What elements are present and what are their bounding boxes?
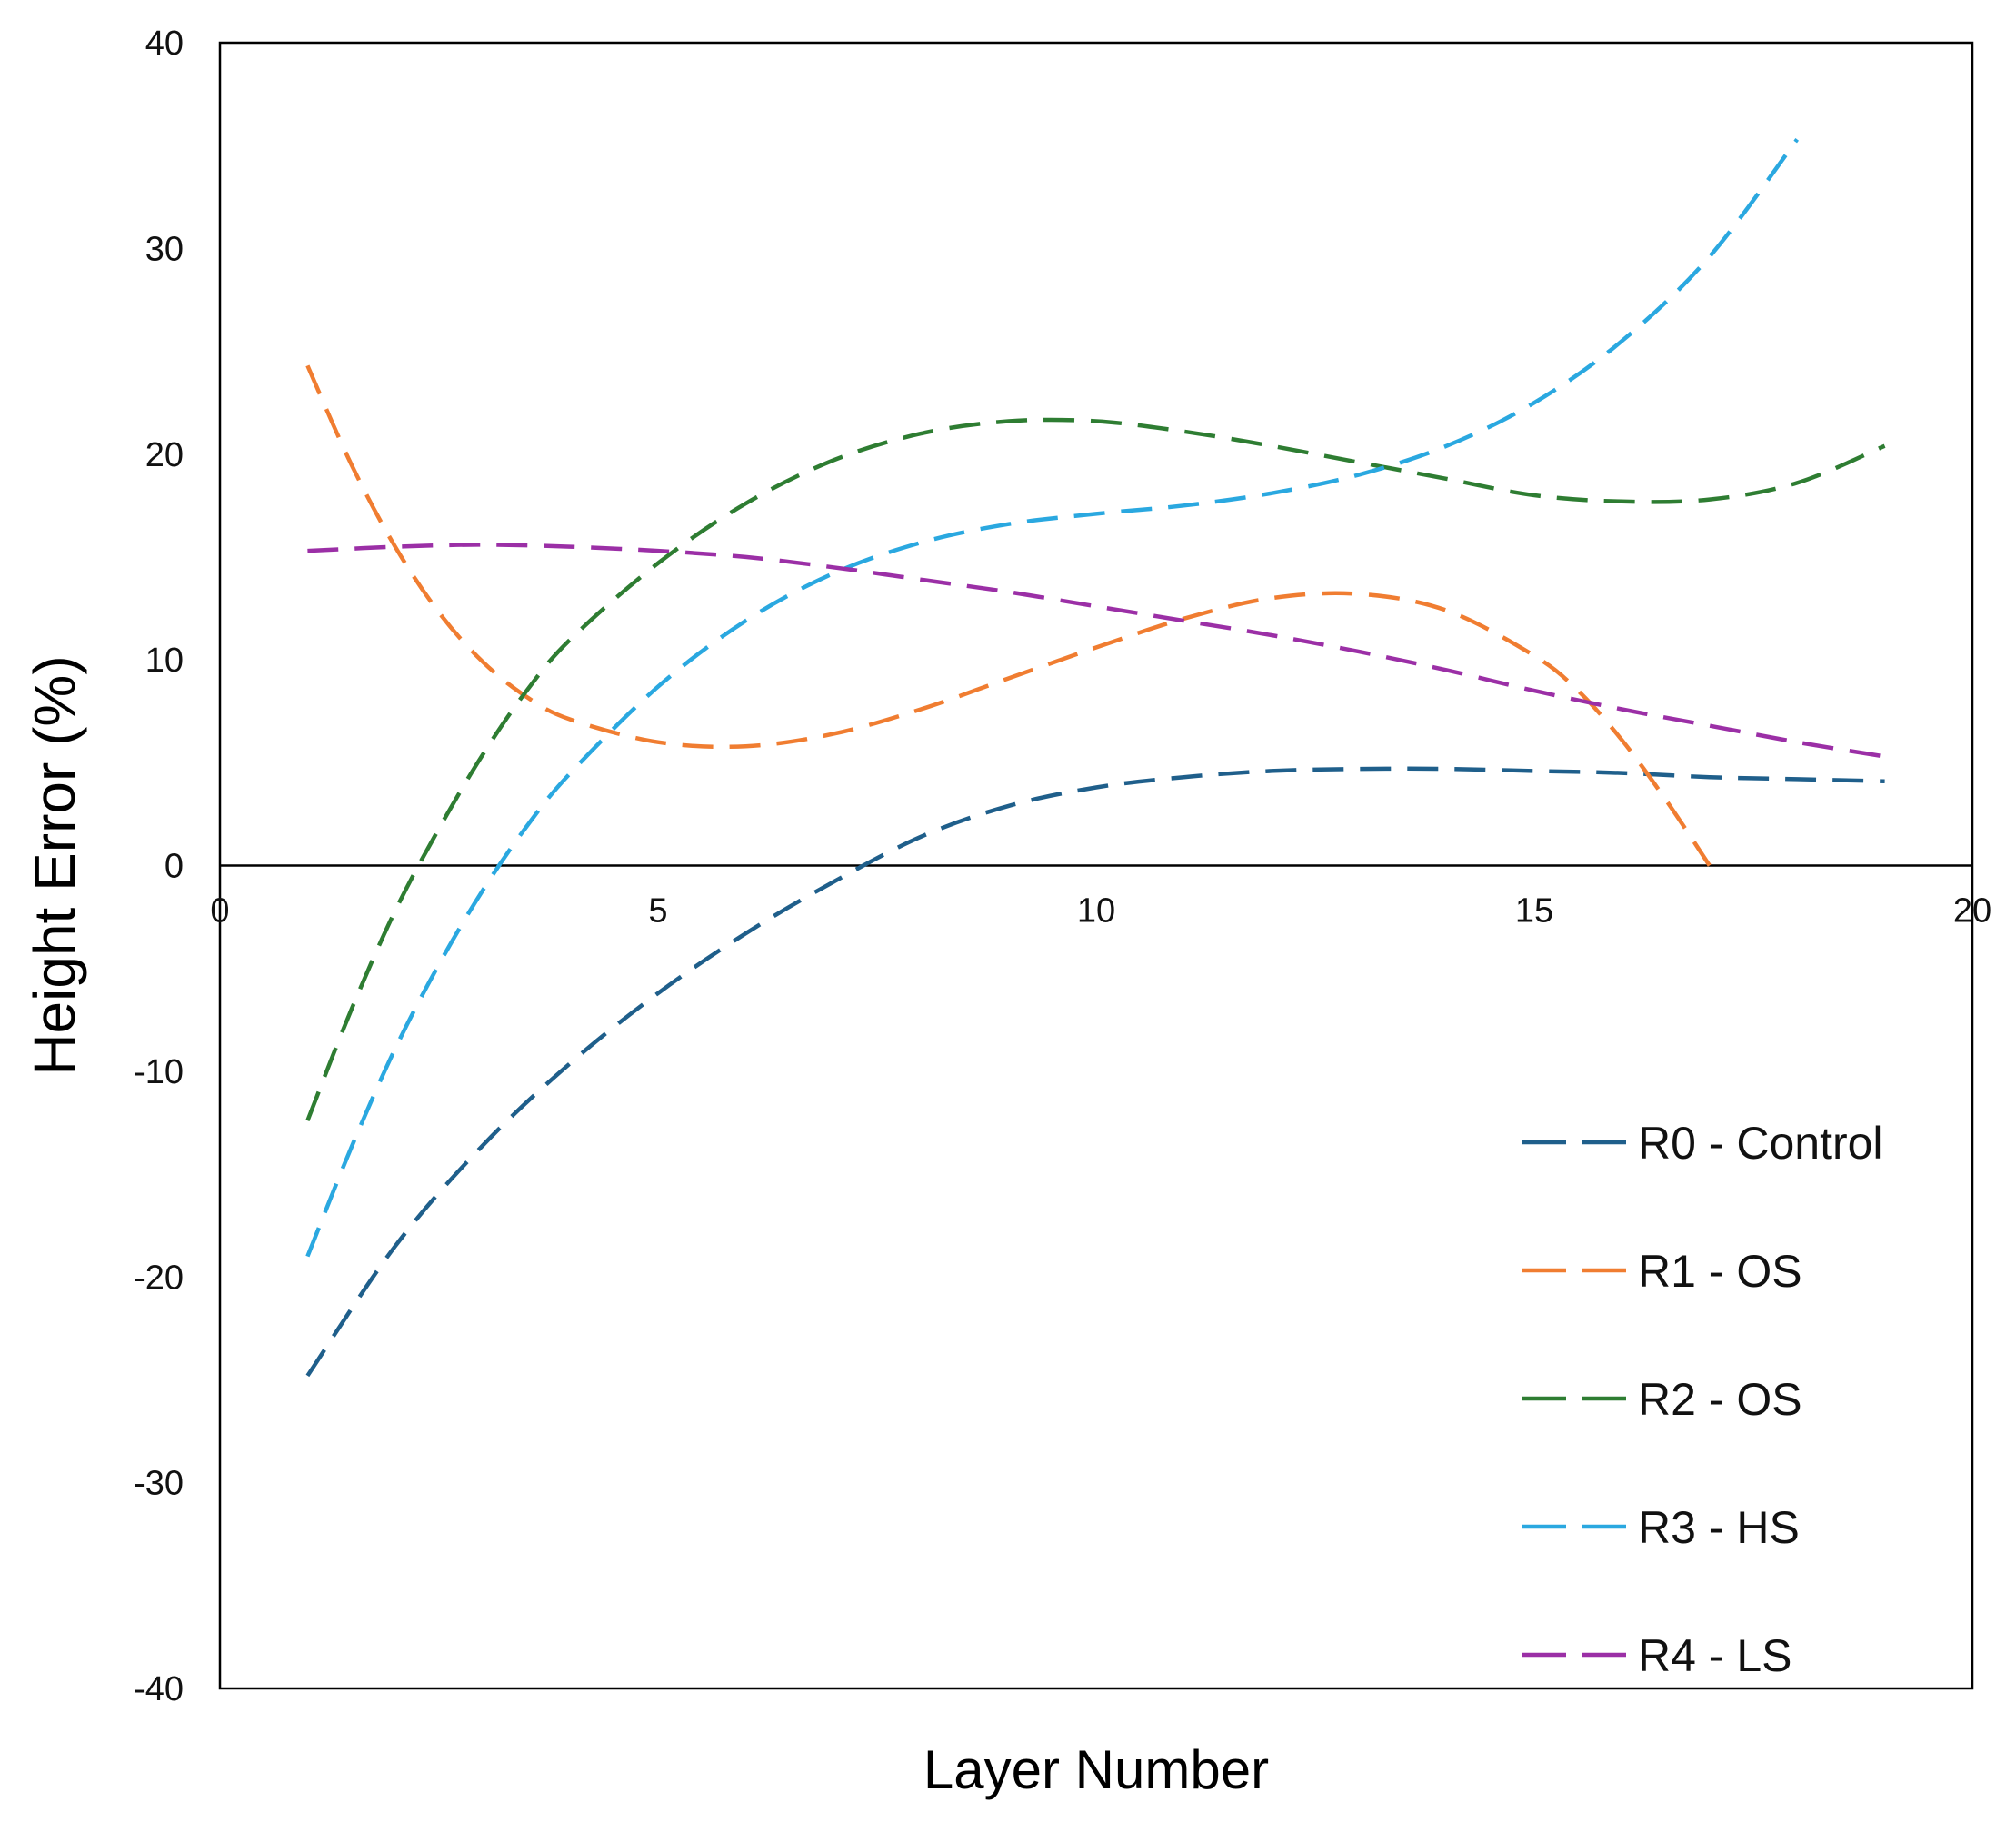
y-axis-ticks: 40 30 20 10 0 -10 -20 -30 -40 (134, 25, 184, 1708)
x-tick-label: 5 (648, 892, 667, 931)
y-tick-label: -20 (134, 1259, 184, 1297)
y-tick-label: -30 (134, 1465, 184, 1503)
series-line-0 (305, 766, 1885, 1378)
y-tick-label: 10 (145, 642, 184, 680)
series-lines (305, 138, 1886, 1378)
y-tick-label: 20 (145, 436, 184, 474)
legend: R0 - Control R1 - OS R2 - OS R3 - HS R4 - LS (1522, 1118, 1883, 1681)
legend-label-3: R3 - HS (1638, 1502, 1800, 1553)
y-tick-label: 30 (145, 230, 184, 268)
x-axis-title: Layer Number (923, 1739, 1269, 1800)
series-line-2 (305, 417, 1886, 1122)
legend-label-4: R4 - LS (1638, 1630, 1792, 1681)
x-tick-label: 10 (1077, 892, 1115, 931)
series-line-3 (305, 138, 1800, 1258)
y-tick-label: 40 (145, 25, 184, 63)
x-tick-label: 20 (1953, 892, 1991, 931)
y-axis-title: Height Error (%) (22, 655, 87, 1075)
legend-label-2: R2 - OS (1638, 1374, 1802, 1425)
series-line-1 (305, 364, 1712, 867)
series-line-4 (307, 543, 1885, 759)
x-axis-ticks: 0 5 10 15 20 (210, 892, 1991, 931)
y-tick-label: 0 (165, 848, 184, 886)
x-tick-label: 15 (1515, 892, 1553, 931)
legend-label-1: R1 - OS (1638, 1246, 1802, 1297)
x-tick-label: 0 (210, 892, 229, 931)
y-tick-label: -40 (134, 1670, 184, 1708)
y-tick-label: -10 (134, 1053, 184, 1091)
legend-label-0: R0 - Control (1638, 1118, 1883, 1169)
